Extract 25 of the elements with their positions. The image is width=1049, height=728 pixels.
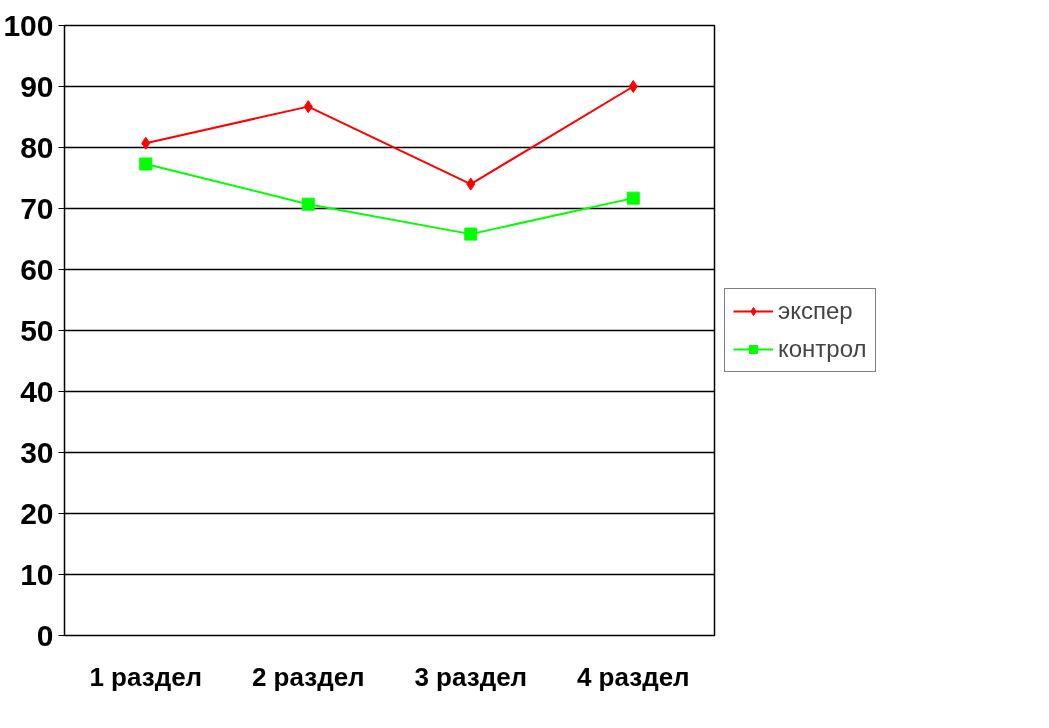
y-tick-label: 10 [20, 557, 54, 591]
x-tick-label: 2 раздел [251, 661, 365, 692]
y-tick-label: 90 [20, 69, 54, 103]
point [628, 80, 638, 93]
point [303, 100, 313, 114]
y-tick-label: 0 [36, 618, 54, 652]
y-tick-label: 40 [20, 374, 54, 408]
y-tick-label: 70 [20, 191, 54, 225]
legend-label: контрол [778, 335, 867, 363]
point [139, 157, 153, 171]
x-tick-label: 1 раздел [89, 661, 203, 692]
y-tick-label: 80 [20, 130, 54, 164]
x-tick-label: 4 раздел [576, 661, 690, 692]
y-tick-label: 50 [20, 313, 54, 347]
point [464, 227, 478, 241]
x-tick-label: 3 раздел [414, 661, 528, 692]
legend-label: экспер [778, 297, 853, 325]
y-tick-label: 100 [3, 8, 54, 42]
point [626, 191, 640, 205]
point [141, 136, 151, 150]
y-tick-label: 60 [20, 252, 54, 286]
y-tick-label: 20 [20, 496, 54, 530]
y-tick-label: 30 [20, 435, 54, 469]
point [466, 177, 476, 191]
point [301, 197, 315, 211]
